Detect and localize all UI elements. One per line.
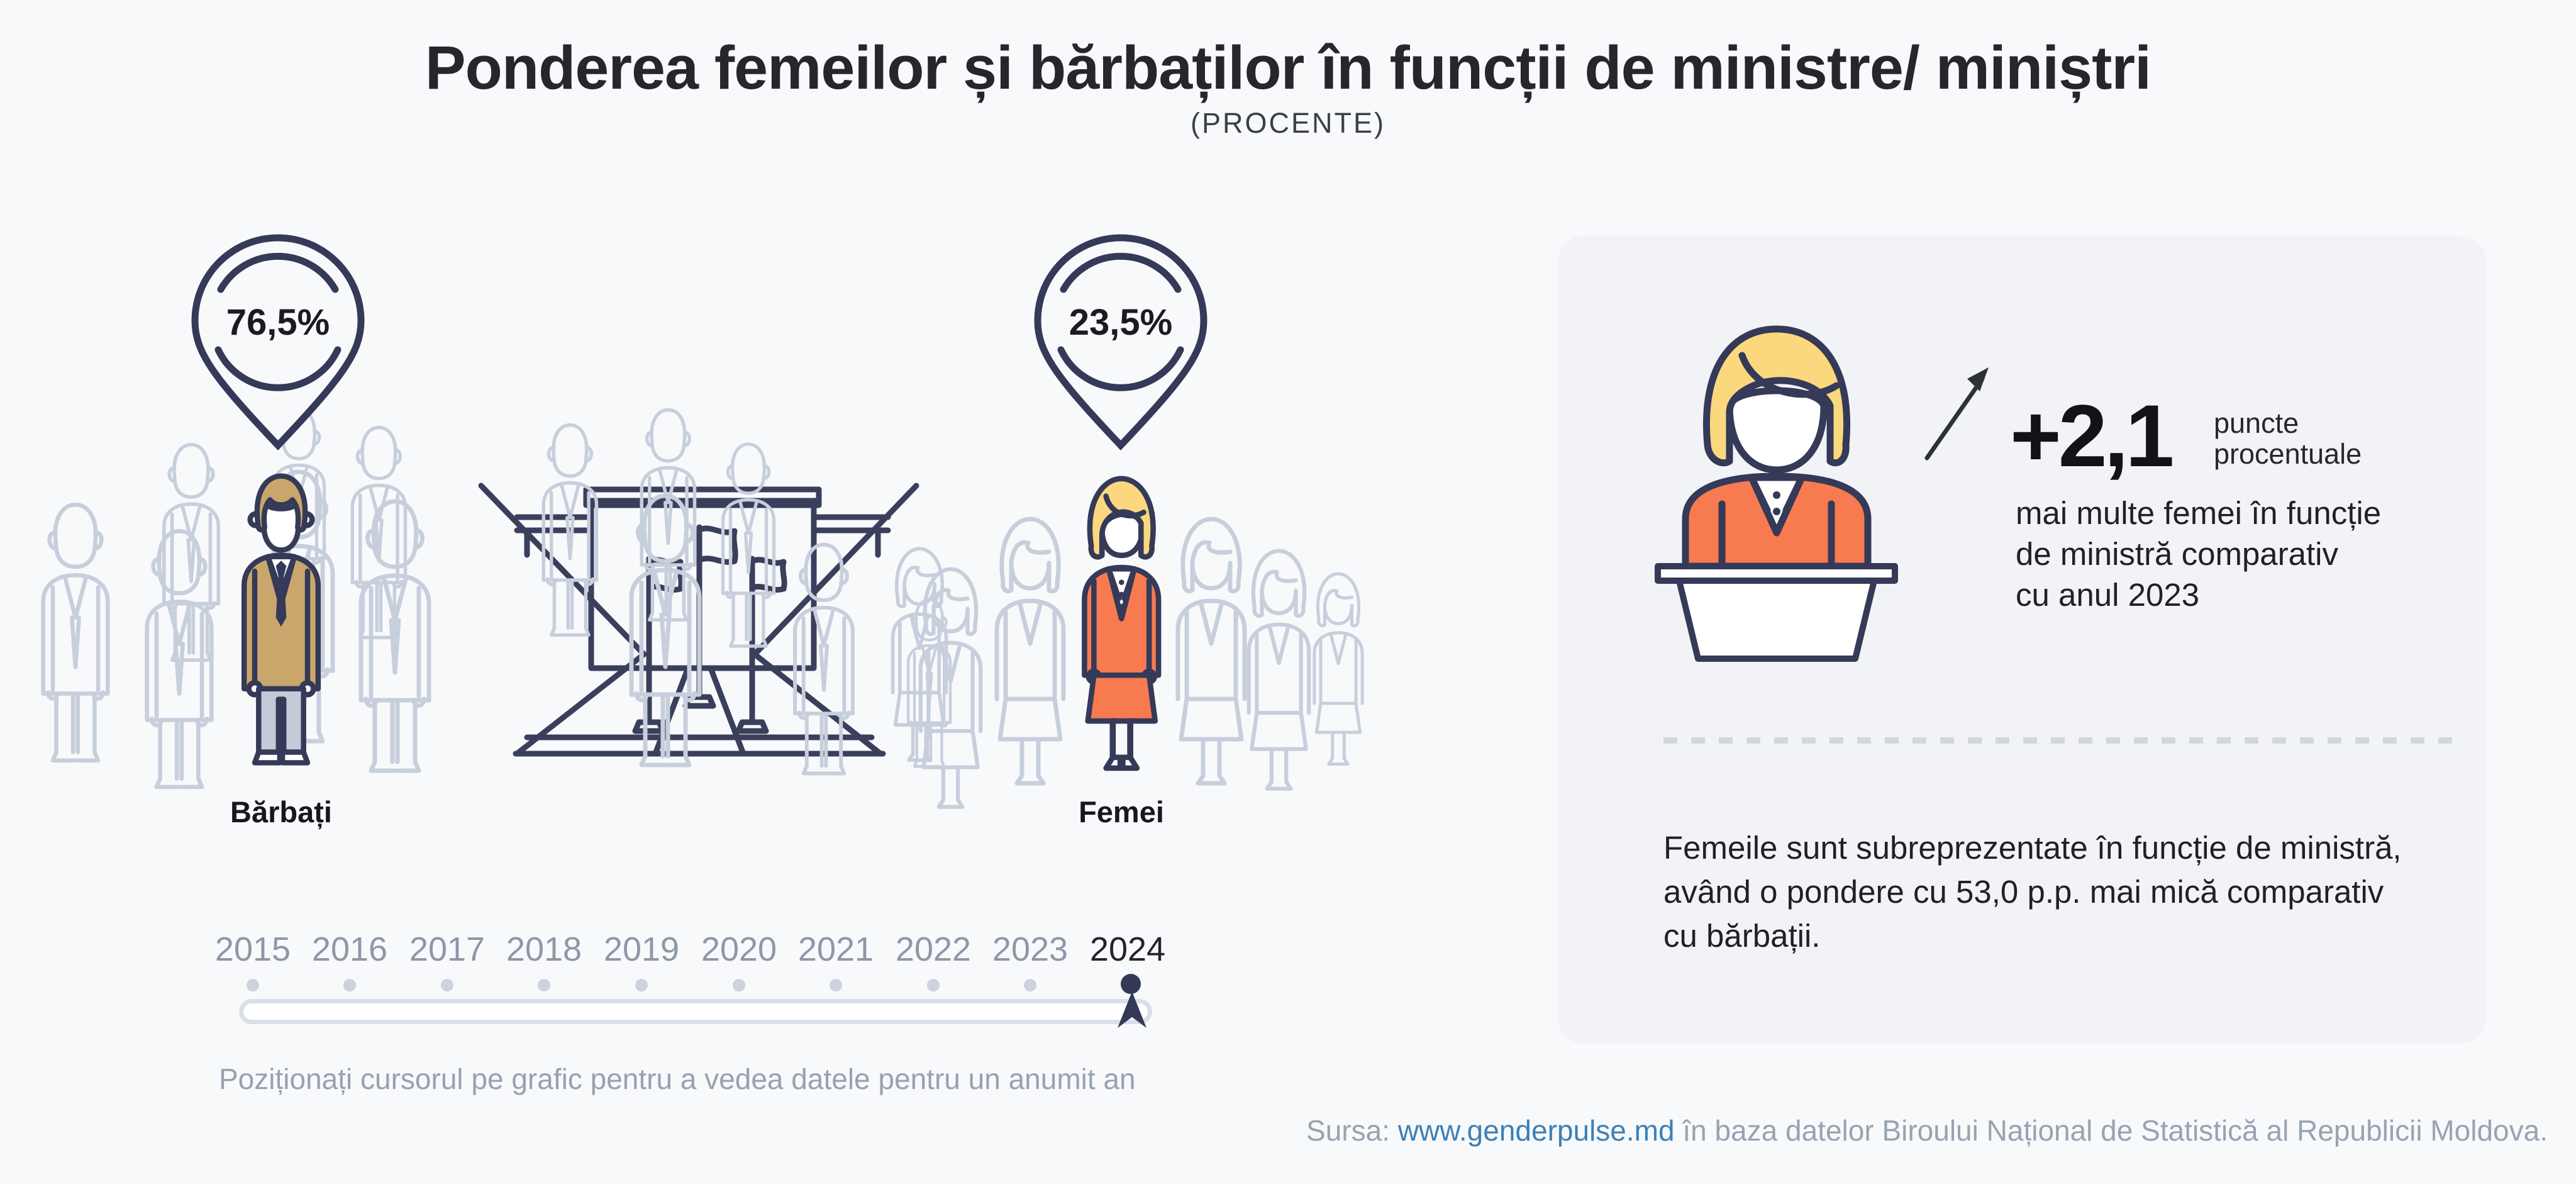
year-dot-2020[interactable]: [733, 979, 745, 991]
male-crowd: [43, 410, 950, 787]
year-dot-2021[interactable]: [830, 979, 842, 991]
male-percentage-pin: 76,5%: [191, 234, 365, 451]
male-group-label: Bărbați: [230, 795, 332, 829]
delta-description: mai multe femei în funcție de ministră c…: [2016, 495, 2382, 613]
highlighted-man: [241, 473, 321, 766]
year-dot-2017[interactable]: [441, 979, 453, 991]
timeline-slider-track[interactable]: [239, 999, 1152, 1024]
woman-at-podium-icon: [1655, 325, 1898, 662]
female-group-label: Femei: [1079, 795, 1164, 829]
year-option-2016[interactable]: 2016: [311, 930, 388, 968]
source-prefix: Sursa:: [1306, 1114, 1398, 1147]
year-option-2023[interactable]: 2023: [992, 930, 1069, 968]
year-option-2022[interactable]: 2022: [895, 930, 972, 968]
year-dot-2016[interactable]: [343, 979, 356, 991]
year-option-2021[interactable]: 2021: [797, 930, 874, 968]
growth-arrow-icon: [1924, 367, 1989, 461]
female-percentage-pin: 23,5%: [1034, 234, 1208, 451]
year-dot-2023[interactable]: [1024, 979, 1036, 991]
year-dot-2024-active[interactable]: [1121, 974, 1141, 994]
dashed-divider: [1663, 737, 2462, 744]
year-option-2018[interactable]: 2018: [506, 930, 582, 968]
page-title: Ponderea femeilor și bărbaților în funcț…: [425, 33, 2151, 102]
source-line: Sursa: www.genderpulse.md în baza datelo…: [1306, 1114, 2548, 1148]
female-percentage-value: 23,5%: [1069, 302, 1172, 343]
year-option-2019[interactable]: 2019: [603, 930, 680, 968]
insight-note: Femeile sunt subreprezentate în funcție …: [1663, 830, 2402, 954]
year-dot-2019[interactable]: [635, 979, 648, 991]
year-dot-2018[interactable]: [538, 979, 550, 991]
timeline-hint: Poziționați cursorul pe grafic pentru a …: [219, 1063, 1136, 1095]
delta-value: +2,1: [2010, 386, 2174, 485]
year-option-2024-active[interactable]: 2024: [1089, 930, 1166, 968]
gender-share-illustration: 76,5% 23,5%: [0, 234, 1434, 849]
year-option-2020[interactable]: 2020: [701, 930, 777, 968]
source-suffix: în baza datelor Biroului Național de Sta…: [1674, 1114, 2548, 1147]
delta-unit: puncte procentuale: [2214, 407, 2362, 470]
year-option-2015[interactable]: 2015: [214, 930, 291, 968]
year-option-2017[interactable]: 2017: [409, 930, 486, 968]
highlighted-woman: [1082, 476, 1162, 771]
year-dot-2022[interactable]: [927, 979, 940, 991]
male-percentage-value: 76,5%: [226, 302, 330, 343]
year-dot-2015[interactable]: [247, 979, 259, 991]
source-link[interactable]: www.genderpulse.md: [1397, 1114, 1675, 1147]
page-subtitle: (PROCENTE): [1191, 107, 1385, 139]
